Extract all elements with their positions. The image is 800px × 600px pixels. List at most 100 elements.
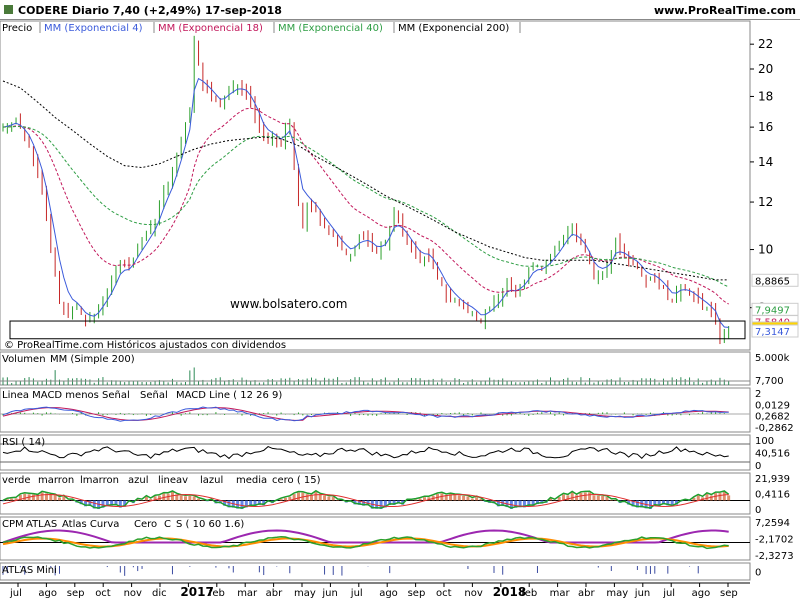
panel-cpm: CPM ATLAS Atlas Curva Cero C S ( 10 60 1.6) 7,… bbox=[0, 516, 794, 562]
value-label-text: 7,9497 bbox=[755, 305, 790, 316]
x-tick-label: feb bbox=[521, 588, 537, 599]
ema200-line bbox=[2, 80, 729, 281]
value-label: 8,8865 bbox=[751, 273, 799, 287]
x-tick-label: feb bbox=[209, 588, 225, 599]
panel-legend-item: Linea MACD menos Señal bbox=[2, 390, 130, 401]
x-tick-label: abr bbox=[266, 588, 283, 599]
legend-item: MM (Exponencial 40) bbox=[278, 23, 383, 34]
macd-line bbox=[2, 406, 729, 422]
panel-value-label: 0 bbox=[755, 461, 761, 472]
panel-legend-item: lineav bbox=[158, 475, 188, 486]
y-tick-label: 20 bbox=[758, 62, 773, 76]
panel-legend-item: Señal bbox=[140, 390, 168, 401]
panel-value-label: 0,2682 bbox=[755, 412, 790, 423]
panel-frame bbox=[0, 516, 751, 561]
ema18-line bbox=[2, 107, 729, 305]
site-link[interactable]: www.ProRealTime.com bbox=[653, 4, 796, 17]
panel-volumen: Volumen MM (Simple 200) 5.000k 7,700 bbox=[0, 351, 790, 387]
value-label-text: 7,3147 bbox=[755, 327, 790, 338]
panel-legend-item: MM (Simple 200) bbox=[50, 354, 135, 365]
lock-icon bbox=[4, 5, 13, 14]
panel-frame bbox=[0, 434, 751, 471]
panel-legend-item: RSI ( 14) bbox=[2, 437, 45, 448]
panel-legend-item: Atlas Curva bbox=[62, 519, 119, 530]
panel-value-label: 0,0129 bbox=[755, 400, 790, 411]
x-tick-label: sep bbox=[67, 588, 85, 599]
x-tick-label: oct bbox=[95, 588, 111, 599]
panel-atlas-mini: ATLAS Mini 0 bbox=[0, 562, 761, 581]
osc-media bbox=[2, 493, 729, 508]
ema4-line bbox=[2, 77, 729, 328]
rsi-line bbox=[2, 446, 729, 460]
panel-value-label: 21,939 bbox=[755, 474, 790, 485]
legend-item: MM (Exponencial 200) bbox=[398, 23, 509, 34]
value-label: 7,3147 bbox=[751, 324, 799, 338]
y-tick-label: 22 bbox=[758, 37, 773, 51]
value-label-box bbox=[751, 273, 799, 287]
panel-oscilador: verde marron lmarron azul lineav lazul media ce… bbox=[0, 472, 790, 516]
panel-value-label: 0 bbox=[755, 505, 761, 516]
chart-title: CODERE Diario 7,40 (+2,49%) 17-sep-2018 bbox=[18, 4, 282, 17]
x-tick-label: nov bbox=[464, 588, 482, 599]
x-tick-label: sep bbox=[408, 588, 426, 599]
x-tick-label: ago bbox=[38, 588, 57, 599]
x-tick-label: sep bbox=[720, 588, 738, 599]
y-tick-label: 18 bbox=[758, 89, 773, 103]
x-tick-label: may bbox=[294, 588, 316, 599]
y-tick-label: 16 bbox=[758, 120, 773, 134]
panel-legend-item: azul bbox=[128, 475, 149, 486]
panel-legend-item: S ( 10 60 1.6) bbox=[176, 519, 244, 530]
panel-macd: Linea MACD menos Señal Señal MACD Line ( 1… bbox=[0, 387, 794, 434]
panel-frame bbox=[0, 351, 751, 386]
x-tick-label: jun bbox=[634, 588, 650, 599]
panel-legend-item: cero ( 15) bbox=[272, 475, 321, 486]
x-tick-label: jul bbox=[350, 588, 363, 599]
x-tick-label: oct bbox=[436, 588, 452, 599]
panel-value-label: 40,516 bbox=[755, 449, 790, 460]
x-tick-label: ago bbox=[692, 588, 711, 599]
value-label: 7,9497 bbox=[751, 302, 799, 316]
x-tick-label: jun bbox=[321, 588, 337, 599]
value-label-box bbox=[751, 324, 799, 338]
x-tick-label: nov bbox=[124, 588, 142, 599]
panel-legend-item: marron bbox=[38, 475, 74, 486]
legend-item: MM (Exponencial 18) bbox=[158, 23, 263, 34]
footer-note: © ProRealTime.com Históricos ajustados c… bbox=[4, 339, 286, 351]
panel-value-label: 5.000k bbox=[755, 353, 790, 364]
panel-value-label: 100 bbox=[755, 436, 774, 447]
panel-legend-item: ATLAS bbox=[26, 519, 57, 530]
price-panel bbox=[0, 20, 751, 351]
panel-value-label: 0 bbox=[755, 568, 761, 579]
macd-signal bbox=[2, 407, 729, 421]
y-tick-label: 14 bbox=[758, 155, 773, 169]
panel-legend-item: lmarron bbox=[80, 475, 119, 486]
panel-legend-item: verde bbox=[2, 475, 31, 486]
panel-legend-item: MACD Line ( 12 26 9) bbox=[176, 390, 282, 401]
price-candles bbox=[2, 35, 730, 345]
cpm-line bbox=[2, 529, 729, 544]
value-label-text: 8,8865 bbox=[755, 276, 790, 287]
panel-frame bbox=[0, 562, 751, 581]
x-tick-label: may bbox=[606, 588, 628, 599]
panel-legend-item: media bbox=[236, 475, 267, 486]
x-tick-label: mar bbox=[237, 588, 258, 599]
panel-value-label: -0,2862 bbox=[755, 423, 794, 434]
x-tick-label: dic bbox=[152, 588, 167, 599]
x-tick-label: jul bbox=[9, 588, 22, 599]
support-box bbox=[9, 320, 746, 340]
legend-item: MM (Exponencial 4) bbox=[44, 23, 143, 34]
panel-legend-item: Cero bbox=[134, 519, 157, 530]
title-bar: CODERE Diario 7,40 (+2,49%) 17-sep-2018 … bbox=[0, 0, 800, 20]
y-tick-label: 10 bbox=[758, 243, 773, 257]
panel-value-label: 7,700 bbox=[755, 376, 784, 387]
watermark: www.bolsatero.com bbox=[230, 297, 347, 311]
panel-value-label: 2 bbox=[755, 389, 761, 400]
panel-legend-item: CPM bbox=[2, 519, 24, 530]
y-tick-label: 12 bbox=[758, 195, 773, 209]
x-tick-label: ago bbox=[379, 588, 398, 599]
panel-value-label: -2,1702 bbox=[755, 535, 794, 546]
panel-frame bbox=[0, 387, 751, 433]
